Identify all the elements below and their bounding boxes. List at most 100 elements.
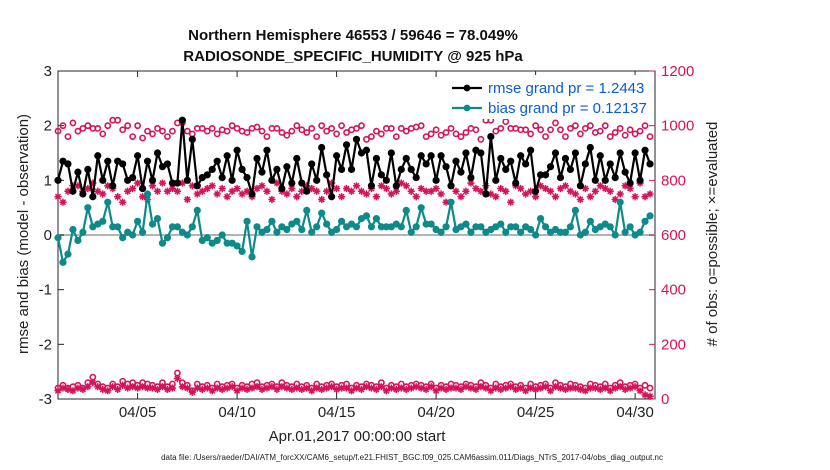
evaluated-low-count-marker [298,385,306,394]
evaluated-low-count-marker-glyph [313,384,321,392]
possible-count-marker [552,119,559,127]
evaluated-count-marker-glyph [412,193,420,201]
possible-count-marker [567,124,574,132]
evaluated-low-count-marker [218,385,226,394]
evaluated-count-marker [198,187,206,195]
bias-point [173,223,181,231]
evaluated-low-count-marker [402,385,410,394]
evaluated-low-count-marker [223,384,231,392]
rmse-point [253,154,261,163]
evaluated-count-marker [318,195,326,204]
possible-count-marker [646,133,654,140]
rmse-point [377,171,385,179]
bias-point [536,215,545,223]
rmse-point [631,149,639,157]
possible-count-marker [228,122,236,130]
evaluated-count-marker [223,193,231,201]
evaluated-count-marker [183,195,191,204]
evaluated-count-marker [546,187,555,195]
evaluated-count-marker [263,187,271,195]
evaluated-low-count-marker-glyph [134,384,142,392]
rmse-point [298,179,306,187]
bias-point [303,206,311,214]
evaluated-count-marker-glyph [263,187,271,195]
evaluated-count-marker-glyph [497,184,505,193]
rmse-point [342,141,351,149]
rmse-point [362,146,371,154]
bias-point [119,234,127,242]
evaluated-low-count-marker [407,384,415,392]
evaluated-low-count-marker-glyph [377,383,385,391]
possible-count-marker [417,122,425,130]
evaluated-count-marker [457,193,465,201]
rmse-point [64,160,72,168]
possible-count-marker [288,127,296,135]
evaluated-count-marker [601,184,609,193]
possible-count-marker [377,130,385,138]
evaluated-low-count-marker-glyph [362,383,371,391]
evaluated-count-marker-glyph [527,187,535,195]
evaluated-low-count-marker [109,383,117,391]
evaluated-low-count-marker [576,385,584,394]
rmse-point [178,116,186,124]
evaluated-count-marker-glyph [477,187,485,195]
bias-point [99,217,107,225]
rmse-point [313,176,321,184]
evaluated-low-count-marker-glyph [457,385,465,394]
evaluated-low-count-marker-glyph [502,384,510,392]
evaluated-low-count-marker-glyph [99,385,107,394]
evaluated-count-marker [536,182,545,190]
evaluated-count-marker-glyph [238,190,246,198]
evaluated-count-marker [551,193,560,201]
bias-point [621,228,629,236]
evaluated-low-count-marker-glyph [576,385,584,394]
evaluated-low-count-marker [442,385,450,394]
evaluated-count-marker [213,190,221,198]
evaluated-count-marker [372,193,380,201]
x-tick-label: 04/10 [218,404,256,421]
possible-count-marker [149,130,156,138]
evaluated-low-count-marker [114,385,122,394]
evaluated-low-count-marker-glyph [541,383,550,391]
bias-point [54,234,62,242]
evaluated-count-marker [621,182,629,190]
rmse-point [397,165,405,173]
evaluated-count-marker [352,182,361,190]
rmse-point [467,174,475,182]
rmse-point [153,149,162,157]
possible-count-marker [99,130,107,138]
rmse-point [586,143,594,152]
bias-point [248,253,256,261]
evaluated-count-marker [422,187,430,195]
evaluated-low-count-marker-glyph [392,385,400,394]
rmse-point [104,157,112,165]
y-right-tick-label: 600 [661,227,686,244]
rmse-point [263,146,271,154]
evaluated-count-marker [84,184,92,193]
possible-count-marker [154,124,161,132]
evaluated-count-marker-glyph [223,193,231,201]
evaluated-count-marker [308,184,316,193]
possible-count-marker [537,126,544,134]
bias-point [532,231,540,239]
rmse-point [412,174,420,182]
possible-count-marker [621,131,629,139]
possible-count-marker [402,127,410,135]
evaluated-low-count-marker-glyph [188,388,196,396]
evaluated-count-marker-glyph [308,184,316,193]
evaluated-low-count-marker-glyph [397,384,405,392]
evaluated-low-count-marker [457,385,465,394]
rmse-point [546,163,555,171]
evaluated-count-marker-glyph [208,182,216,190]
evaluated-count-marker [148,182,157,190]
evaluated-low-count-marker-glyph [104,387,112,395]
possible-count-marker [79,124,87,132]
evaluated-count-marker-glyph [382,184,390,193]
rmse-point [258,168,266,176]
bias-point [253,223,261,231]
evaluated-count-marker [497,184,505,193]
evaluated-count-marker [452,187,460,195]
bias-point [104,198,112,206]
possible-count-marker [606,133,614,140]
bias-point [333,225,341,234]
